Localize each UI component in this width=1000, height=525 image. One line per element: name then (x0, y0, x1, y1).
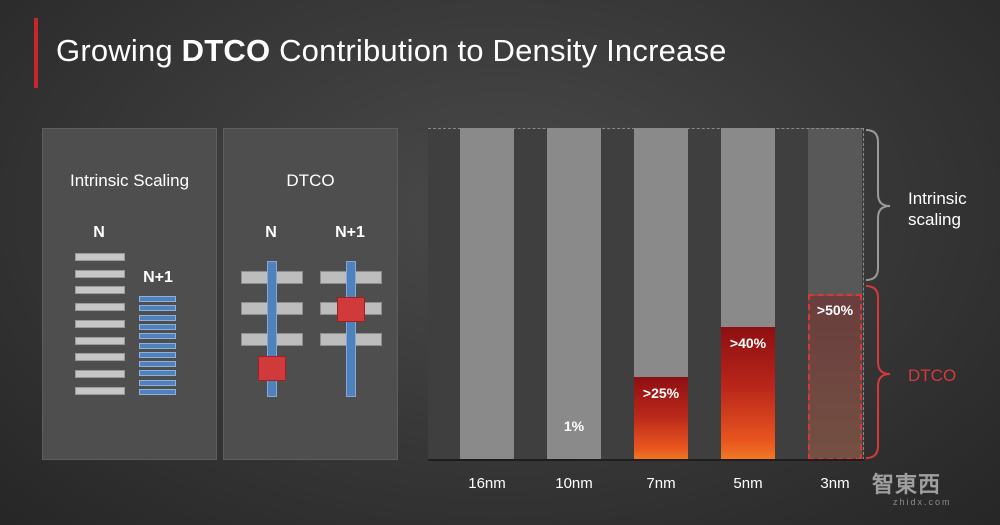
x-tick-5nm: 5nm (733, 475, 763, 492)
gate-bar (346, 261, 356, 397)
dtco-bar-3nm (808, 294, 862, 460)
metal-line-n (75, 353, 125, 362)
intrinsic-scaling-panel: Intrinsic Scaling N N+1 (42, 128, 217, 460)
metal-line-n1 (139, 314, 176, 321)
metal-line-n1 (139, 305, 176, 312)
chart-top-dashed-line (428, 128, 864, 129)
metal-line-n (75, 386, 125, 395)
watermark-logo: 智東西 (872, 472, 942, 497)
title-bold-dtco: DTCO (181, 33, 271, 68)
dtco-brace-label: DTCO (908, 366, 957, 385)
intrinsic-bar-16nm (460, 128, 514, 460)
metal-line-n (75, 269, 125, 278)
metal-line-n (75, 369, 125, 378)
x-tick-16nm: 16nm (468, 475, 506, 492)
metal-line-n1 (139, 361, 176, 368)
metal-line-n (75, 336, 125, 345)
dtco-bar-5nm (721, 327, 775, 460)
intrinsic-brace-mark (865, 129, 891, 281)
intrinsic-brace-label: Intrinsic scaling (908, 189, 967, 229)
x-tick-10nm: 10nm (555, 475, 593, 492)
watermark-sub: zhidx.com (893, 497, 952, 507)
x-tick-7nm: 7nm (646, 475, 676, 492)
metal-line-n1 (139, 379, 176, 386)
brace-svg (865, 129, 891, 459)
dtco-value-label-7nm: >25% (642, 385, 680, 401)
dtco-value-label-10nm: 1% (563, 418, 585, 434)
contact-box (258, 356, 286, 381)
title-accent-bar (34, 18, 38, 88)
metal-line-n1 (139, 333, 176, 340)
intrinsic-scaling-label: Intrinsic Scaling (69, 171, 190, 190)
node-n1-label: N+1 (143, 269, 173, 286)
x-tick-3nm: 3nm (820, 475, 850, 492)
dtco-node-n-label: N (265, 224, 277, 241)
dtco-node-n1-label: N+1 (335, 224, 365, 241)
metal-line-n1 (139, 389, 176, 395)
dtco-brace-mark (865, 285, 891, 459)
metal-line-n1 (139, 370, 176, 377)
dtco-value-label-5nm: >40% (729, 335, 767, 352)
dtco-value-label-3nm: >50% (816, 302, 854, 318)
metal-line-n1 (139, 323, 176, 330)
contact-box (337, 297, 365, 322)
gate-bar (267, 261, 277, 397)
chart-baseline (428, 459, 864, 461)
dtco-bar-7nm (634, 377, 688, 460)
chart-right-dashed-line (863, 128, 864, 460)
metal-line-n1 (139, 351, 176, 358)
metal-line-n (75, 253, 125, 261)
dtco-panel: DTCO N N+1 (223, 128, 398, 460)
metal-line-n1 (139, 342, 176, 349)
metal-line-n (75, 319, 125, 328)
dtco-panel-label: DTCO (286, 171, 335, 190)
node-n-label: N (93, 224, 105, 241)
metal-line-n1 (139, 296, 176, 302)
intrinsic-bar-10nm (547, 128, 601, 460)
metal-line-n (75, 303, 125, 312)
slide-title: Growing DTCO Contribution to Density Inc… (56, 33, 727, 68)
metal-line-n (75, 286, 125, 295)
